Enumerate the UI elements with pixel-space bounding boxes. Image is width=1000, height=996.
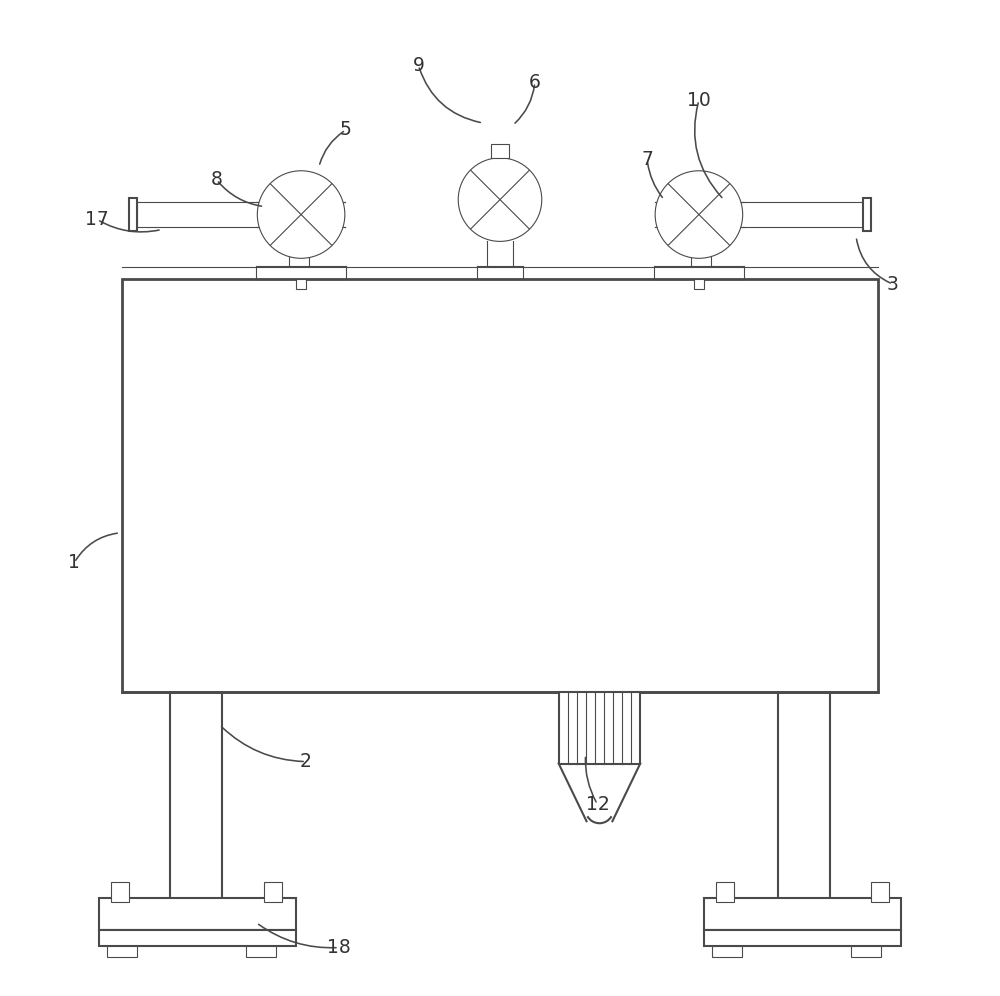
Bar (871, 881, 889, 901)
Text: 6: 6 (529, 73, 541, 92)
Bar (716, 881, 734, 901)
Text: 18: 18 (327, 938, 351, 957)
Text: 10: 10 (687, 91, 711, 110)
Text: 3: 3 (887, 275, 899, 294)
Bar (704, 929, 901, 945)
Circle shape (458, 157, 542, 241)
Bar (559, 692, 640, 764)
Bar (491, 143, 509, 157)
Text: 5: 5 (340, 121, 352, 139)
Bar (851, 945, 881, 956)
Bar (246, 945, 276, 956)
Text: 8: 8 (211, 170, 222, 189)
Bar (296, 279, 306, 289)
Text: 7: 7 (641, 150, 653, 169)
Bar (122, 279, 878, 692)
Circle shape (655, 170, 743, 258)
Bar (107, 945, 137, 956)
Bar (129, 197, 137, 231)
Bar (111, 881, 129, 901)
Text: 2: 2 (300, 752, 312, 771)
Text: 17: 17 (85, 210, 109, 229)
Text: 1: 1 (68, 553, 80, 572)
Bar (99, 929, 296, 945)
Bar (264, 881, 282, 901)
Bar (99, 897, 296, 929)
Bar (712, 945, 742, 956)
Text: 12: 12 (586, 795, 609, 814)
Text: 9: 9 (413, 56, 424, 75)
Circle shape (257, 170, 345, 258)
Bar (863, 197, 871, 231)
Bar (704, 897, 901, 929)
Bar (694, 279, 704, 289)
